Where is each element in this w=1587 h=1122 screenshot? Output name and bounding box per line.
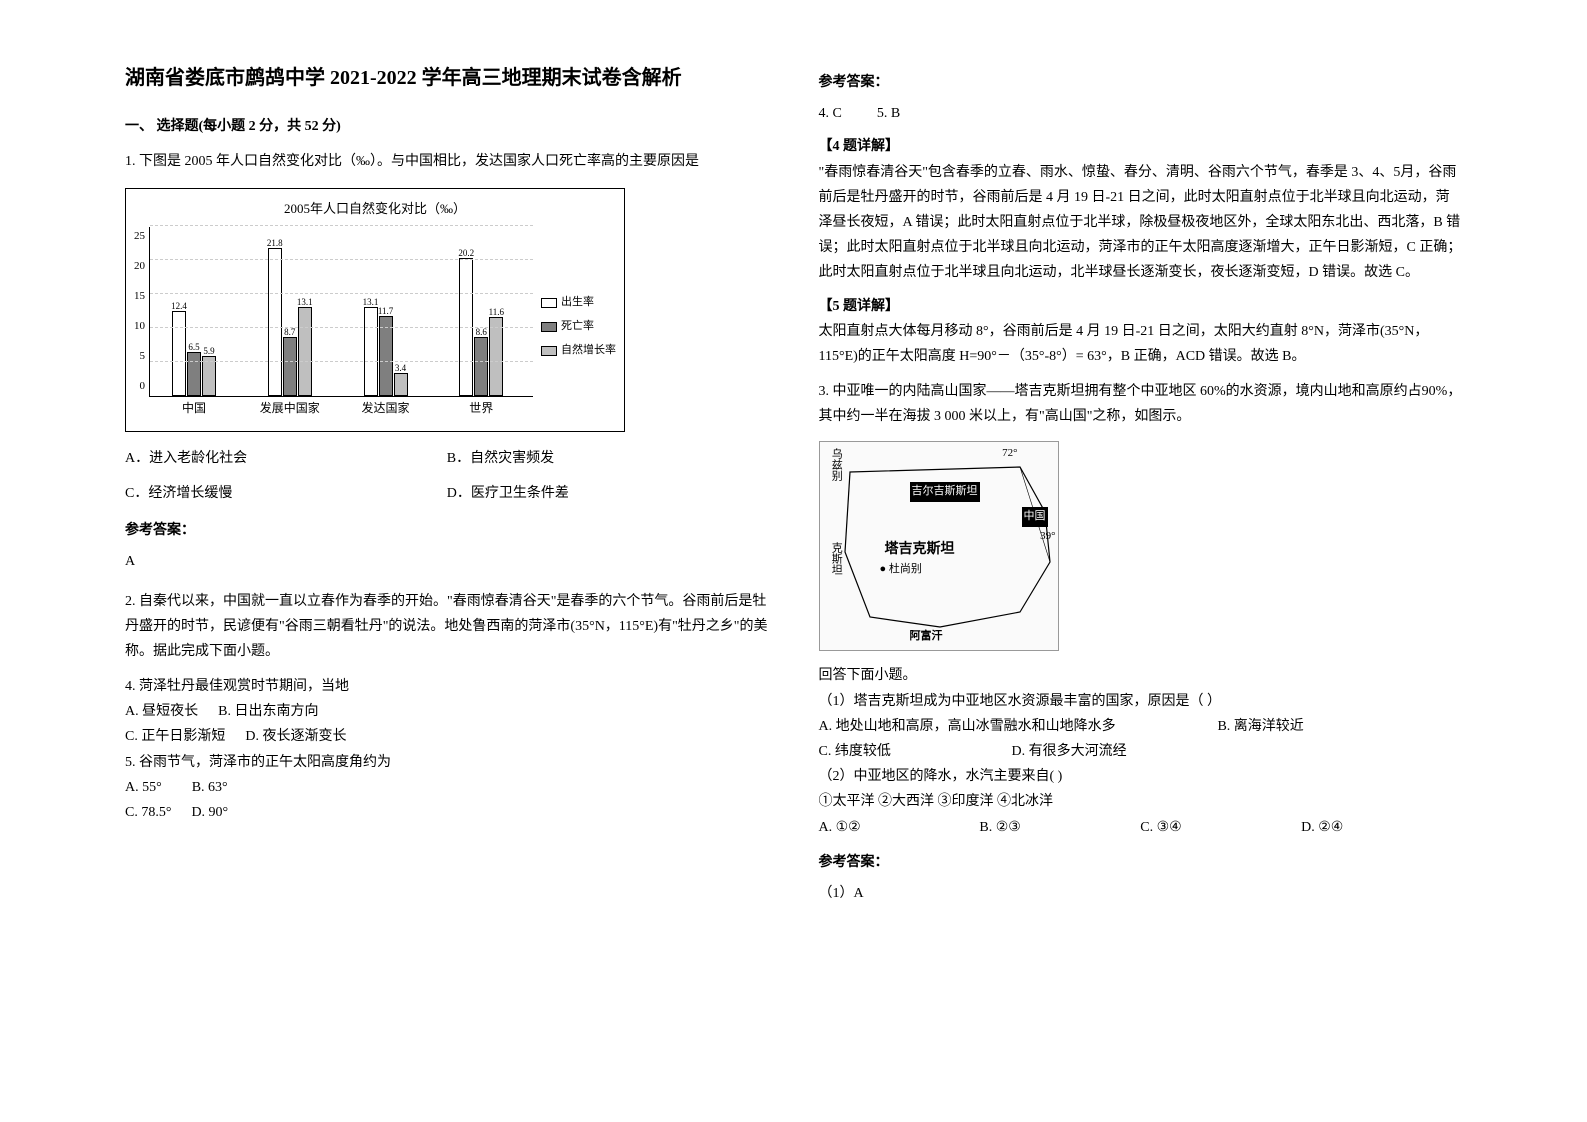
q1-stem: 1. 下图是 2005 年人口自然变化对比（‰）。与中国相比，发达国家人口死亡率… [125,149,769,174]
q4-opt-d: D. 夜长逐渐变长 [245,724,346,749]
q5-explain-head: 【5 题详解】 [819,294,1463,319]
map-deg: 72° [1002,444,1017,464]
q4-opt-b: B. 日出东南方向 [218,699,318,724]
q3-1-c: C. 纬度较低 [819,739,1012,764]
q4-explain: "春雨惊春清谷天"包含春季的立春、雨水、惊蛰、春分、清明、谷雨六个节气，春季是 … [819,160,1463,286]
map-city: ● 杜尚别 [880,560,922,580]
q3-2-b: B. ②③ [979,815,1140,840]
section-1-header: 一、 选择题(每小题 2 分，共 52 分) [125,114,769,139]
q3-2-opts: A. ①② B. ②③ C. ③④ D. ②④ [819,815,1463,840]
map-lat: 39° [1040,527,1055,547]
q1-answer-label: 参考答案： [125,518,769,543]
y-axis: 2520151050 [134,227,149,397]
q3-2-d: D. ②④ [1301,815,1462,840]
chart-legend: 出生率死亡率自然增长率 [533,227,616,427]
q3-1-row2: C. 纬度较低 D. 有很多大河流经 [819,739,1463,764]
q1-answer: A [125,549,769,574]
map-kyrgyz: 吉尔吉斯斯坦 [910,482,980,502]
q5-row2: C. 78.5° D. 90° [125,800,769,825]
right-column: 参考答案： 4. C 5. B 【4 题详解】 "春雨惊春清谷天"包含春季的立春… [794,60,1488,1062]
chart-plot: 12.46.55.9中国21.88.713.1发展中国家13.111.73.4发… [149,227,533,397]
q3-1-b: B. 离海洋较近 [1217,714,1303,739]
q3-1-answer: （1）A [819,881,1463,906]
left-column: 湖南省娄底市鹧鸪中学 2021-2022 学年高三地理期末试卷含解析 一、 选择… [100,60,794,1062]
q5-row1: A. 55° B. 63° [125,775,769,800]
q1-opt-b: B．自然灾害频发 [447,446,769,471]
q3-2-stem: （2）中亚地区的降水，水汽主要来自( ) [819,764,1463,789]
q3-1-d: D. 有很多大河流经 [1012,739,1127,764]
q5-explain: 太阳直射点大体每月移动 8°，谷雨前后是 4 月 19 日-21 日之间，太阳大… [819,319,1463,369]
q1-opt-d: D．医疗卫生条件差 [447,481,769,506]
chart-body: 2520151050 12.46.55.9中国21.88.713.1发展中国家1… [134,227,616,427]
q4-row1: A. 昼短夜长 B. 日出东南方向 [125,699,769,724]
q3-intro: 3. 中亚唯一的内陆高山国家——塔吉克斯坦拥有整个中亚地区 60%的水资源，境内… [819,379,1463,429]
q4-opt-c: C. 正午日影渐短 [125,724,225,749]
map-tajik: 塔吉克斯坦 [885,537,955,562]
tajikistan-map: 乌兹别 72° 吉尔吉斯斯坦 中国 39° 塔吉克斯坦 ● 杜尚别 克斯坦 阿富… [819,441,1059,651]
q5-opt-d: D. 90° [191,800,228,825]
map-china: 中国 [1022,507,1048,527]
q5-opt-c: C. 78.5° [125,800,171,825]
q4-row2: C. 正午日影渐短 D. 夜长逐渐变长 [125,724,769,749]
q5-opt-b: B. 63° [192,775,228,800]
q3-1-stem: （1）塔吉克斯坦成为中亚地区水资源最丰富的国家，原因是（ ） [819,689,1463,714]
q4-stem: 4. 菏泽牡丹最佳观赏时节期间，当地 [125,674,769,699]
q1-opt-c: C．经济增长缓慢 [125,481,447,506]
q3-sub: 回答下面小题。 [819,663,1463,688]
map-afghan: 阿富汗 [910,627,943,647]
q4-opt-a: A. 昼短夜长 [125,699,198,724]
q3-1-a: A. 地处山地和高原，高山冰雪融水和山地降水多 [819,714,1218,739]
q1-opt-a: A．进入老龄化社会 [125,446,447,471]
population-chart: 2005年人口自然变化对比（‰） 2520151050 12.46.55.9中国… [125,188,625,431]
ans45-label: 参考答案： [819,70,1463,95]
chart-title: 2005年人口自然变化对比（‰） [134,197,616,220]
q3-2-c: C. ③④ [1140,815,1301,840]
q5-opt-a: A. 55° [125,775,162,800]
q3-1-row1: A. 地处山地和高原，高山冰雪融水和山地降水多 B. 离海洋较近 [819,714,1463,739]
q1-options: A．进入老龄化社会 B．自然灾害频发 C．经济增长缓慢 D．医疗卫生条件差 [125,446,769,506]
q3-2-a: A. ①② [819,815,980,840]
map-uzbek: 乌兹别 [826,448,846,481]
q3-answer-label: 参考答案： [819,850,1463,875]
q3-2-list: ①太平洋 ②大西洋 ③印度洋 ④北冰洋 [819,789,1463,814]
map-side: 克斯坦 [826,542,846,575]
ans45: 4. C 5. B [819,101,1463,126]
q5-stem: 5. 谷雨节气，菏泽市的正午太阳高度角约为 [125,750,769,775]
doc-title: 湖南省娄底市鹧鸪中学 2021-2022 学年高三地理期末试卷含解析 [125,60,769,96]
q2-intro: 2. 自秦代以来，中国就一直以立春作为春季的开始。"春雨惊春清谷天"是春季的六个… [125,589,769,665]
q4-explain-head: 【4 题详解】 [819,134,1463,159]
